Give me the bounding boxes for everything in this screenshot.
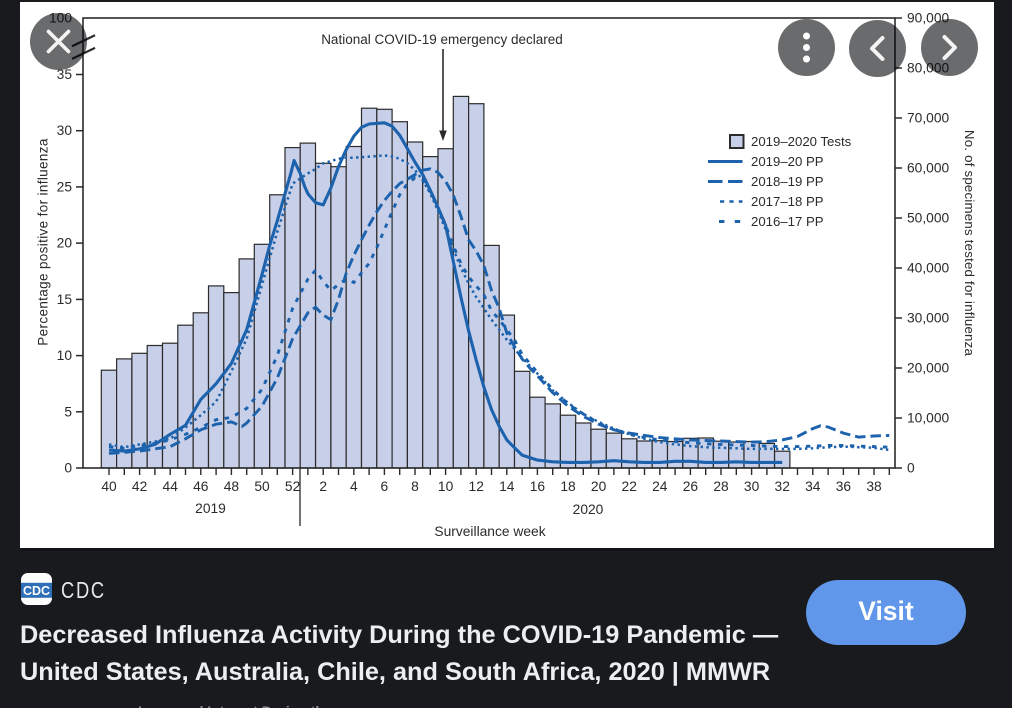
svg-text:30: 30 xyxy=(744,479,760,494)
svg-text:2019–2020 Tests: 2019–2020 Tests xyxy=(751,134,852,149)
svg-text:15: 15 xyxy=(57,292,73,307)
svg-text:2: 2 xyxy=(319,479,327,494)
svg-text:50,000: 50,000 xyxy=(907,211,950,226)
svg-text:35: 35 xyxy=(57,67,73,82)
svg-text:44: 44 xyxy=(163,479,179,494)
svg-text:10,000: 10,000 xyxy=(907,411,950,426)
svg-text:2018–19 PP: 2018–19 PP xyxy=(751,174,824,189)
svg-text:38: 38 xyxy=(866,479,882,494)
svg-text:10: 10 xyxy=(438,479,454,494)
svg-text:2017–18 PP: 2017–18 PP xyxy=(751,194,824,209)
svg-text:48: 48 xyxy=(224,479,240,494)
svg-text:16: 16 xyxy=(530,479,546,494)
svg-text:8: 8 xyxy=(411,479,419,494)
svg-text:32: 32 xyxy=(775,479,790,494)
svg-text:20: 20 xyxy=(57,236,73,251)
svg-text:6: 6 xyxy=(381,479,389,494)
svg-text:CDC: CDC xyxy=(23,584,50,598)
svg-text:National COVID-19 emergency de: National COVID-19 emergency declared xyxy=(321,32,563,47)
svg-text:0: 0 xyxy=(907,461,915,476)
svg-text:2019–20 PP: 2019–20 PP xyxy=(751,154,824,169)
svg-text:Surveillance week: Surveillance week xyxy=(434,524,545,539)
svg-text:12: 12 xyxy=(469,479,484,494)
svg-text:22: 22 xyxy=(622,479,637,494)
svg-text:4: 4 xyxy=(350,479,358,494)
svg-text:20: 20 xyxy=(591,479,607,494)
svg-text:36: 36 xyxy=(836,479,852,494)
svg-text:25: 25 xyxy=(57,179,73,194)
svg-text:60,000: 60,000 xyxy=(907,161,950,176)
svg-text:40: 40 xyxy=(101,479,117,494)
svg-text:10: 10 xyxy=(57,348,73,363)
svg-text:40,000: 40,000 xyxy=(907,261,950,276)
svg-text:0: 0 xyxy=(64,461,72,476)
svg-text:Percentage positive for influ: Percentage positive for influenza xyxy=(36,138,51,346)
svg-text:52: 52 xyxy=(285,479,300,494)
svg-text:70,000: 70,000 xyxy=(907,111,950,126)
svg-text:26: 26 xyxy=(683,479,699,494)
svg-text:2019: 2019 xyxy=(195,501,226,516)
svg-text:No. of specimens tested for in: No. of specimens tested for influenza xyxy=(962,130,977,357)
svg-text:46: 46 xyxy=(193,479,209,494)
svg-text:5: 5 xyxy=(64,404,72,419)
svg-text:42: 42 xyxy=(132,479,147,494)
svg-text:24: 24 xyxy=(652,479,668,494)
svg-text:30: 30 xyxy=(57,123,73,138)
svg-text:18: 18 xyxy=(560,479,576,494)
svg-text:20,000: 20,000 xyxy=(907,361,950,376)
svg-text:2020: 2020 xyxy=(573,502,604,517)
svg-text:14: 14 xyxy=(499,479,515,494)
svg-text:30,000: 30,000 xyxy=(907,311,950,326)
svg-text:28: 28 xyxy=(713,479,729,494)
svg-text:50: 50 xyxy=(254,479,270,494)
svg-text:2016–17 PP: 2016–17 PP xyxy=(751,214,824,229)
svg-text:34: 34 xyxy=(805,479,821,494)
